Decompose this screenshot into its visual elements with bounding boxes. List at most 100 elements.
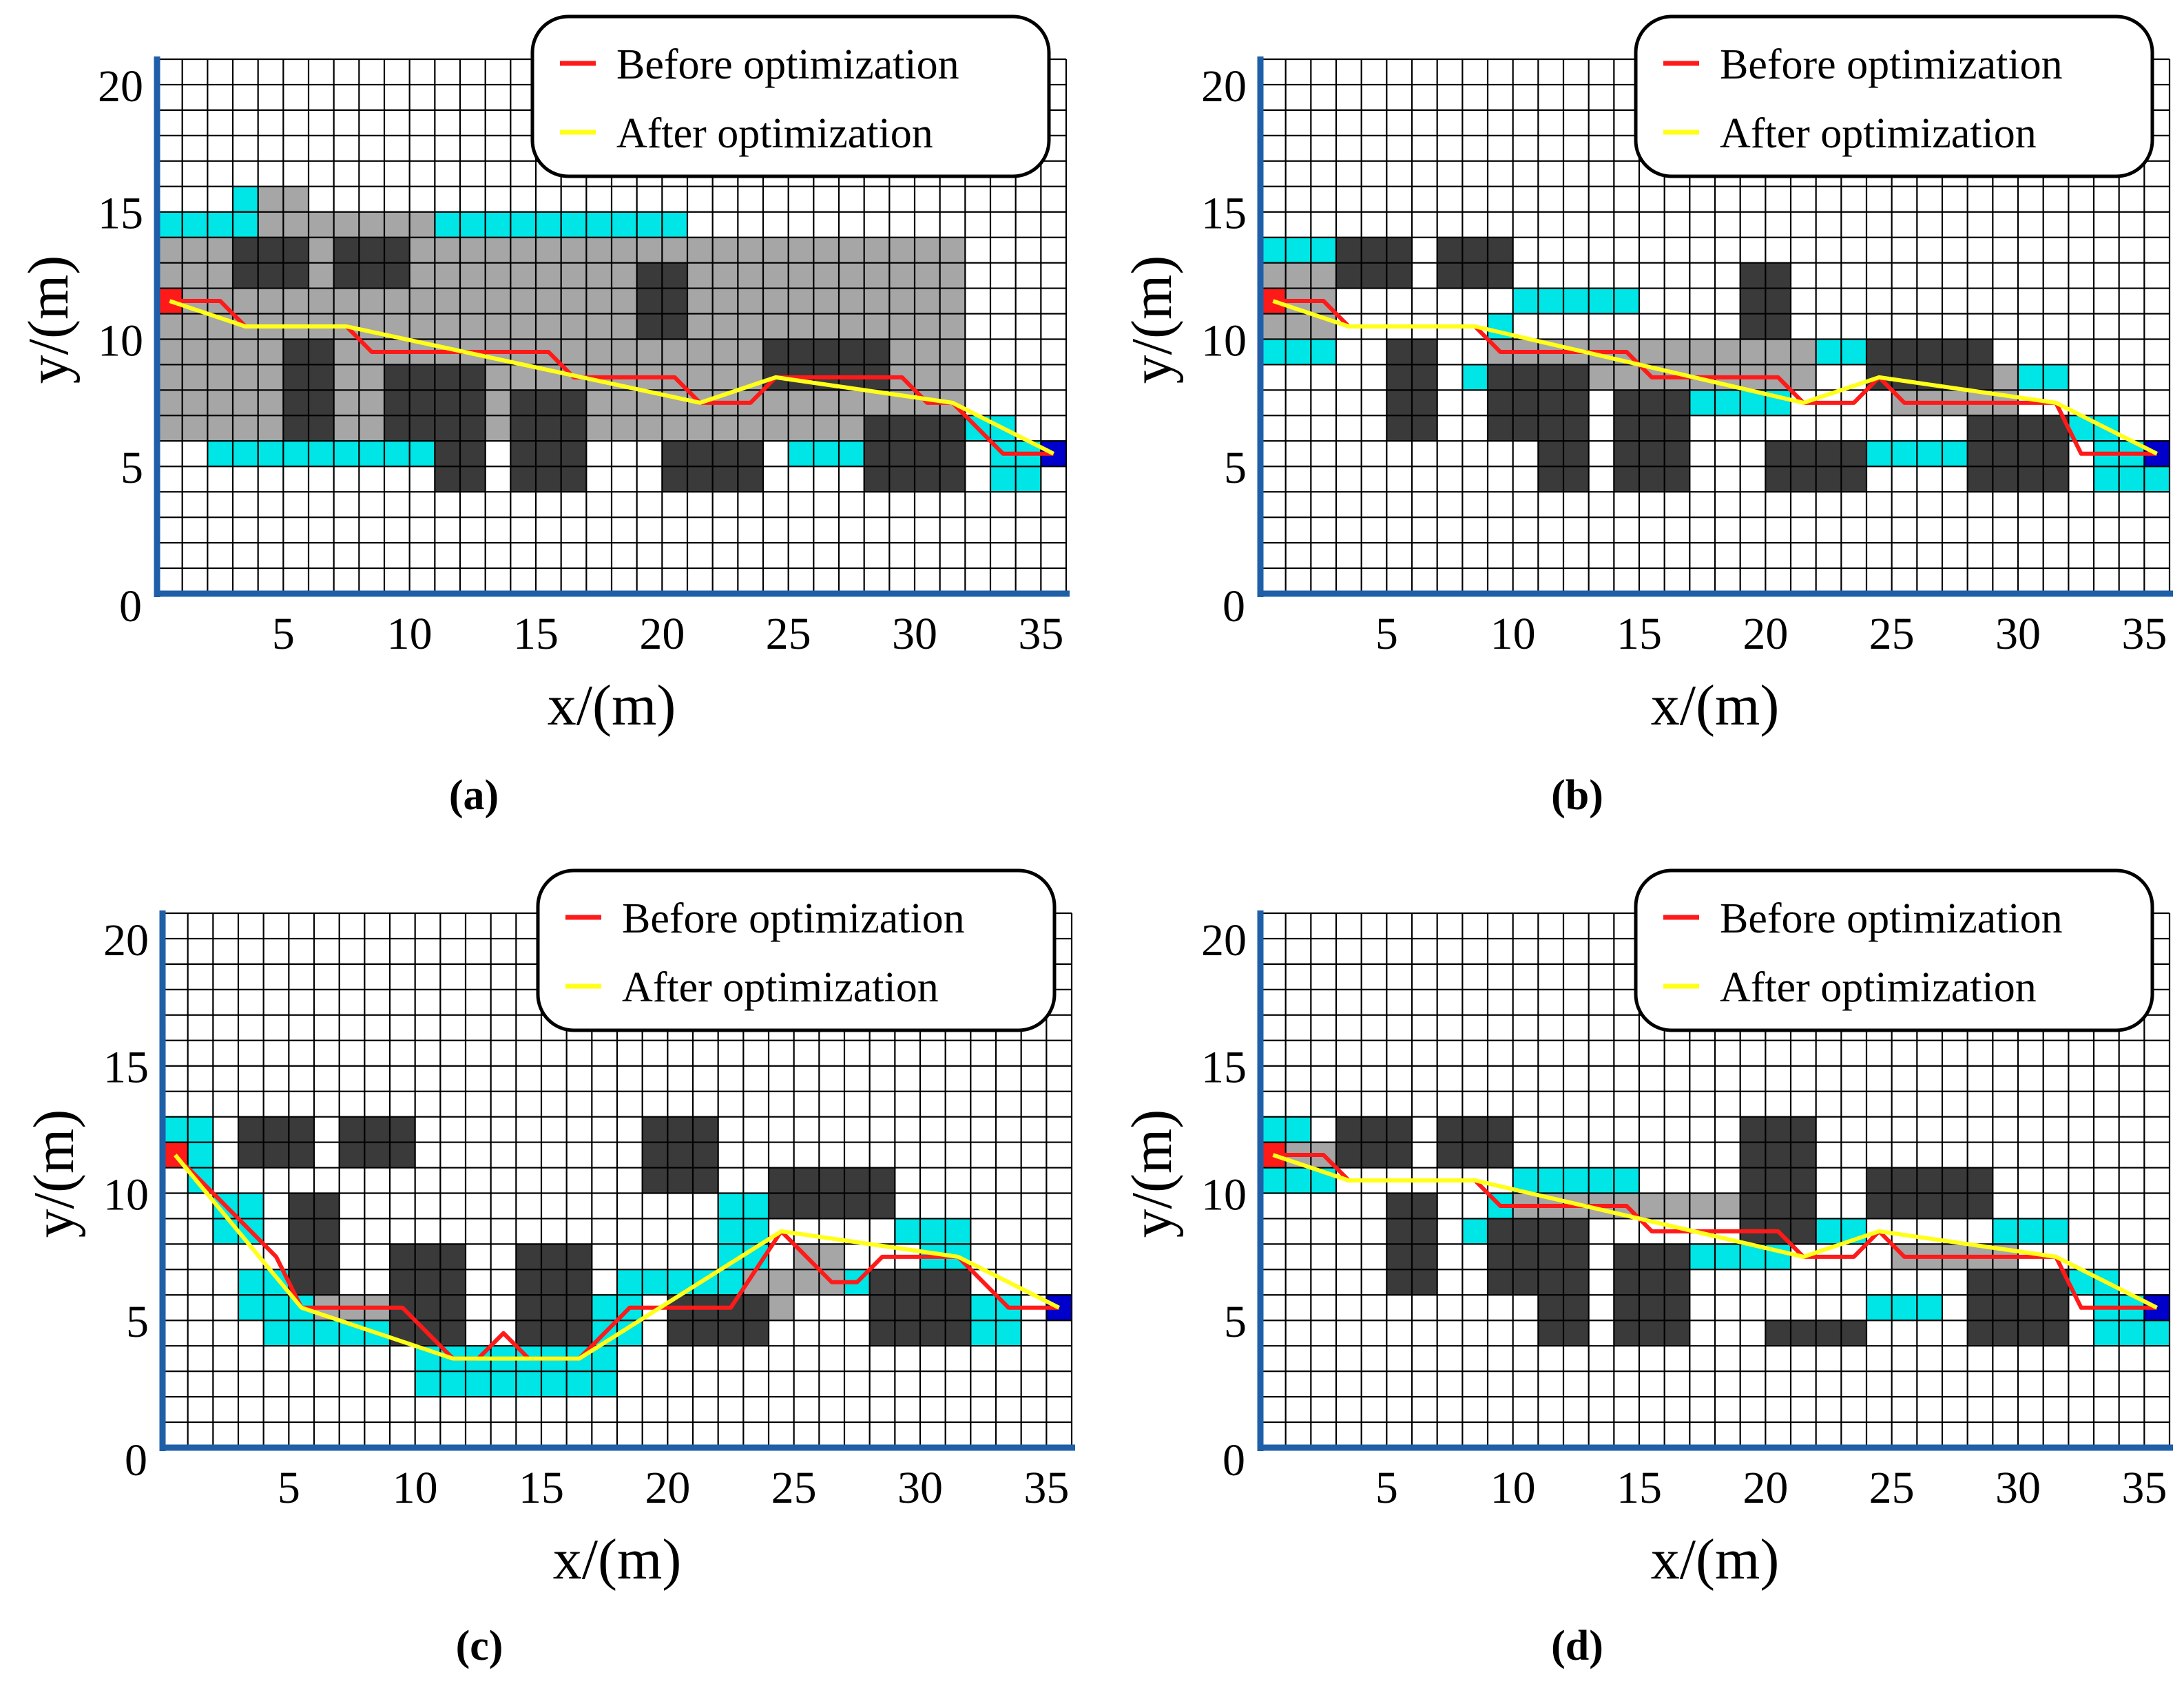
x-tick-label: 35 xyxy=(2121,1463,2167,1513)
legend-label-before: Before optimization xyxy=(1720,895,2063,942)
y-tick-label: 10 xyxy=(98,315,143,366)
panel-caption: (c) xyxy=(456,1623,503,1669)
y-axis-title: y/(m) xyxy=(22,1109,86,1238)
origin-label: 0 xyxy=(1223,581,1245,632)
y-tick-label: 5 xyxy=(1224,443,1247,493)
x-tick-label: 25 xyxy=(771,1463,817,1513)
legend-box xyxy=(530,14,1051,178)
before-optimization-path xyxy=(174,1153,1059,1361)
y-tick-label: 10 xyxy=(1201,315,1247,366)
legend-label-before: Before optimization xyxy=(622,895,965,942)
frontier-cell-block xyxy=(1462,1218,1488,1244)
frontier-cell-block xyxy=(1512,1167,1639,1194)
y-tick-label: 5 xyxy=(126,1297,149,1347)
x-tick-label: 35 xyxy=(1023,1463,1069,1513)
x-tick-label: 5 xyxy=(1375,1463,1398,1513)
x-tick-label: 15 xyxy=(1616,1463,1662,1513)
panel-3: 5 10 15 20 25 30 35 5 10 15 20 0 x/(m) y/(m) Before op… xyxy=(22,868,1075,1669)
after-optimization-path xyxy=(169,299,1055,456)
legend-box xyxy=(536,868,1057,1032)
x-tick-label: 5 xyxy=(278,1463,300,1513)
panel-2: 5 10 15 20 25 30 35 5 10 15 20 0 x/(m) y/(m) Before op… xyxy=(1120,14,2173,819)
after-optimization-path xyxy=(174,1154,1061,1361)
y-axis-title: y/(m) xyxy=(1120,256,1184,384)
origin-label: 0 xyxy=(1223,1435,1245,1486)
y-tick-label: 20 xyxy=(1201,61,1247,112)
x-tick-label: 10 xyxy=(387,609,433,659)
y-tick-label: 20 xyxy=(98,61,143,112)
frontier-cell-block xyxy=(157,211,183,238)
y-tick-label: 15 xyxy=(98,189,143,239)
legend-label-after: After optimization xyxy=(1720,110,2037,157)
x-tick-label: 25 xyxy=(766,609,811,659)
after-optimization-path xyxy=(1272,1153,2159,1310)
explored-cell-block xyxy=(258,211,435,238)
y-tick-label: 10 xyxy=(1201,1169,1247,1220)
obstacle-block xyxy=(642,1116,718,1194)
y-axis-title: y/(m) xyxy=(17,256,81,384)
x-tick-label: 10 xyxy=(1490,1463,1536,1513)
frontier-cell-block xyxy=(1462,364,1488,390)
legend: Before optimization After optimization xyxy=(1634,868,2154,1032)
x-tick-label: 30 xyxy=(892,609,937,659)
x-axis-title: x/(m) xyxy=(1651,674,1780,738)
legend-label-after: After optimization xyxy=(1720,964,2037,1011)
frontier-cell-block xyxy=(1993,1218,2069,1244)
origin-label: 0 xyxy=(119,581,142,632)
legend-label-after: After optimization xyxy=(622,964,939,1011)
panel-caption: (d) xyxy=(1551,1623,1603,1669)
x-tick-label: 20 xyxy=(645,1463,690,1513)
legend-label-before: Before optimization xyxy=(616,41,959,88)
obstacle-block xyxy=(1740,1116,1816,1244)
x-tick-label: 20 xyxy=(639,609,685,659)
x-tick-label: 25 xyxy=(1869,1463,1915,1513)
y-tick-label: 10 xyxy=(103,1169,149,1220)
y-tick-label: 15 xyxy=(103,1043,149,1093)
x-axis-title: x/(m) xyxy=(548,674,676,738)
x-tick-label: 15 xyxy=(1616,609,1662,659)
x-tick-label: 10 xyxy=(1490,609,1536,659)
x-tick-label: 15 xyxy=(513,609,559,659)
panel-1: 5 10 15 20 25 30 35 5 10 15 20 0 x/(m) y/(m) Before op… xyxy=(17,14,1070,819)
frontier-cell-block xyxy=(788,441,864,467)
frontier-cell-block xyxy=(1891,441,1968,467)
legend: Before optimization After optimization xyxy=(530,14,1051,178)
x-axis-title: x/(m) xyxy=(553,1528,682,1592)
frontier-cell-block xyxy=(895,1218,971,1244)
panel-4: 5 10 15 20 25 30 35 5 10 15 20 0 x/(m) y/(m) Before op… xyxy=(1120,868,2173,1669)
y-tick-label: 20 xyxy=(1201,915,1247,966)
panel-caption: (b) xyxy=(1551,772,1603,819)
y-tick-label: 20 xyxy=(103,915,149,966)
x-tick-label: 20 xyxy=(1743,609,1788,659)
y-tick-label: 5 xyxy=(1224,1297,1247,1347)
origin-label: 0 xyxy=(125,1435,147,1486)
frontier-cell-block xyxy=(1260,339,1336,365)
x-tick-label: 10 xyxy=(393,1463,438,1513)
x-axis-title: x/(m) xyxy=(1651,1528,1780,1592)
legend: Before optimization After optimization xyxy=(1634,14,2154,178)
x-tick-label: 30 xyxy=(1995,1463,2041,1513)
legend-label-after: After optimization xyxy=(616,110,933,157)
legend-label-before: Before optimization xyxy=(1720,41,2063,88)
x-tick-label: 25 xyxy=(1869,609,1915,659)
x-tick-label: 30 xyxy=(1995,609,2041,659)
y-axis-title: y/(m) xyxy=(1120,1109,1184,1238)
y-tick-label: 15 xyxy=(1201,1043,1247,1093)
x-tick-label: 5 xyxy=(272,609,295,659)
legend: Before optimization After optimization xyxy=(536,868,1057,1032)
legend-box xyxy=(1634,868,2154,1032)
x-tick-label: 35 xyxy=(2121,609,2167,659)
frontier-cell-block xyxy=(1512,288,1639,314)
frontier-cell-block xyxy=(1866,1295,1942,1321)
x-tick-label: 15 xyxy=(519,1463,564,1513)
x-tick-label: 35 xyxy=(1018,609,1063,659)
panel-caption: (a) xyxy=(449,772,499,819)
legend-box xyxy=(1634,14,2154,178)
frontier-cell-block xyxy=(1260,237,1336,263)
x-tick-label: 5 xyxy=(1375,609,1398,659)
after-optimization-path xyxy=(1272,299,2159,456)
x-tick-label: 20 xyxy=(1743,1463,1788,1513)
x-tick-label: 30 xyxy=(897,1463,943,1513)
y-tick-label: 5 xyxy=(121,443,143,493)
